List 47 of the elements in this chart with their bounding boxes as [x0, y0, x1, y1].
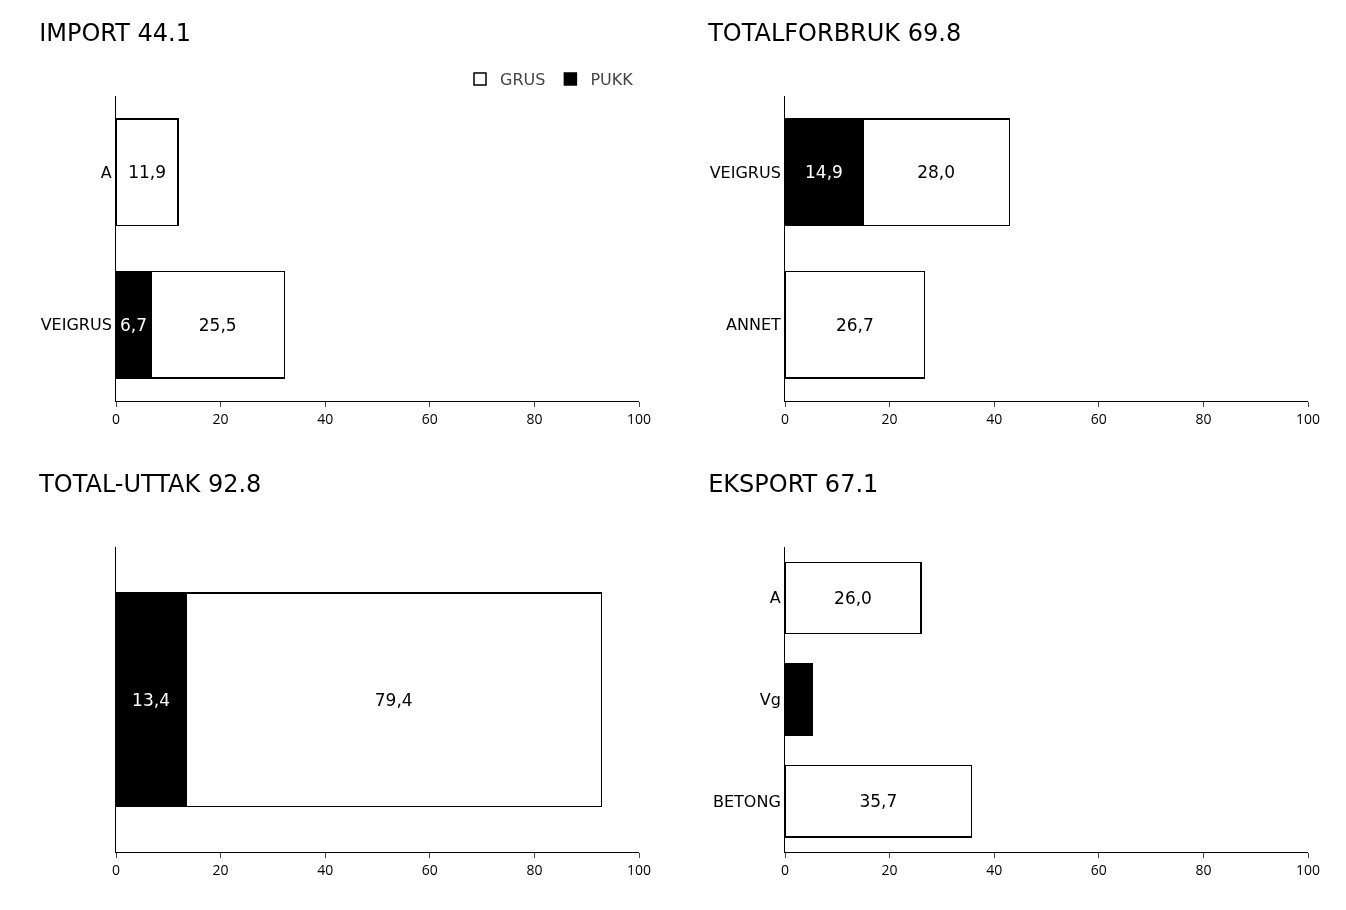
chart-title: TOTAL-UTTAK 92.8: [38, 469, 262, 498]
y-tick-label: Vg: [759, 690, 781, 710]
y-tick-label: BETONG: [712, 791, 781, 811]
x-tick-label: 60: [1090, 408, 1107, 428]
x-tick-label: 20: [212, 859, 229, 879]
x-tick-label: 80: [526, 408, 543, 428]
x-tick-label: 40: [986, 859, 1003, 879]
y-tick-label: VEIGRUS: [709, 162, 781, 182]
data-label: 26,7: [835, 314, 874, 335]
chart-title: TOTALFORBRUK 69.8: [707, 18, 962, 47]
data-label: 11,9: [128, 162, 167, 183]
x-tick-label: 60: [1090, 859, 1107, 879]
x-tick-label: 80: [1195, 408, 1212, 428]
x-tick-label: 100: [626, 408, 652, 428]
x-tick-label: 40: [317, 859, 334, 879]
y-tick-label: A: [100, 162, 112, 182]
x-tick-label: 0: [780, 859, 790, 879]
y-tick-label: A: [769, 588, 781, 608]
x-tick-label: 0: [780, 408, 790, 428]
data-label: 13,4: [132, 689, 170, 710]
x-tick-label: 0: [111, 859, 121, 879]
x-tick-label: 60: [421, 408, 438, 428]
x-tick-label: 40: [317, 408, 334, 428]
data-label: 79,4: [374, 689, 413, 710]
data-label: 6,7: [120, 314, 148, 335]
data-label: 26,0: [834, 587, 872, 608]
x-tick-label: 80: [1195, 859, 1212, 879]
x-tick-label: 40: [986, 408, 1003, 428]
x-tick-label: 60: [421, 859, 438, 879]
x-tick-label: 20: [881, 859, 898, 879]
data-label: 28,0: [917, 162, 956, 183]
chart-title: EKSPORT 67.1: [708, 469, 879, 498]
legend-label: PUKK: [590, 70, 634, 90]
x-tick-label: 100: [1295, 408, 1321, 428]
data-label: 14,9: [805, 162, 843, 183]
x-tick-label: 0: [111, 408, 121, 428]
x-tick-label: 20: [212, 408, 229, 428]
x-tick-label: 100: [626, 859, 652, 879]
y-tick-label: ANNET: [726, 315, 782, 335]
data-label: 35,7: [859, 791, 898, 812]
y-tick-label: VEIGRUS: [40, 315, 112, 335]
x-tick-label: 20: [881, 408, 898, 428]
x-tick-label: 80: [526, 859, 543, 879]
data-label: 25,5: [198, 314, 237, 335]
x-tick-label: 100: [1295, 859, 1321, 879]
chart-title: IMPORT 44.1: [39, 18, 191, 47]
legend-label: GRUS: [500, 70, 546, 90]
